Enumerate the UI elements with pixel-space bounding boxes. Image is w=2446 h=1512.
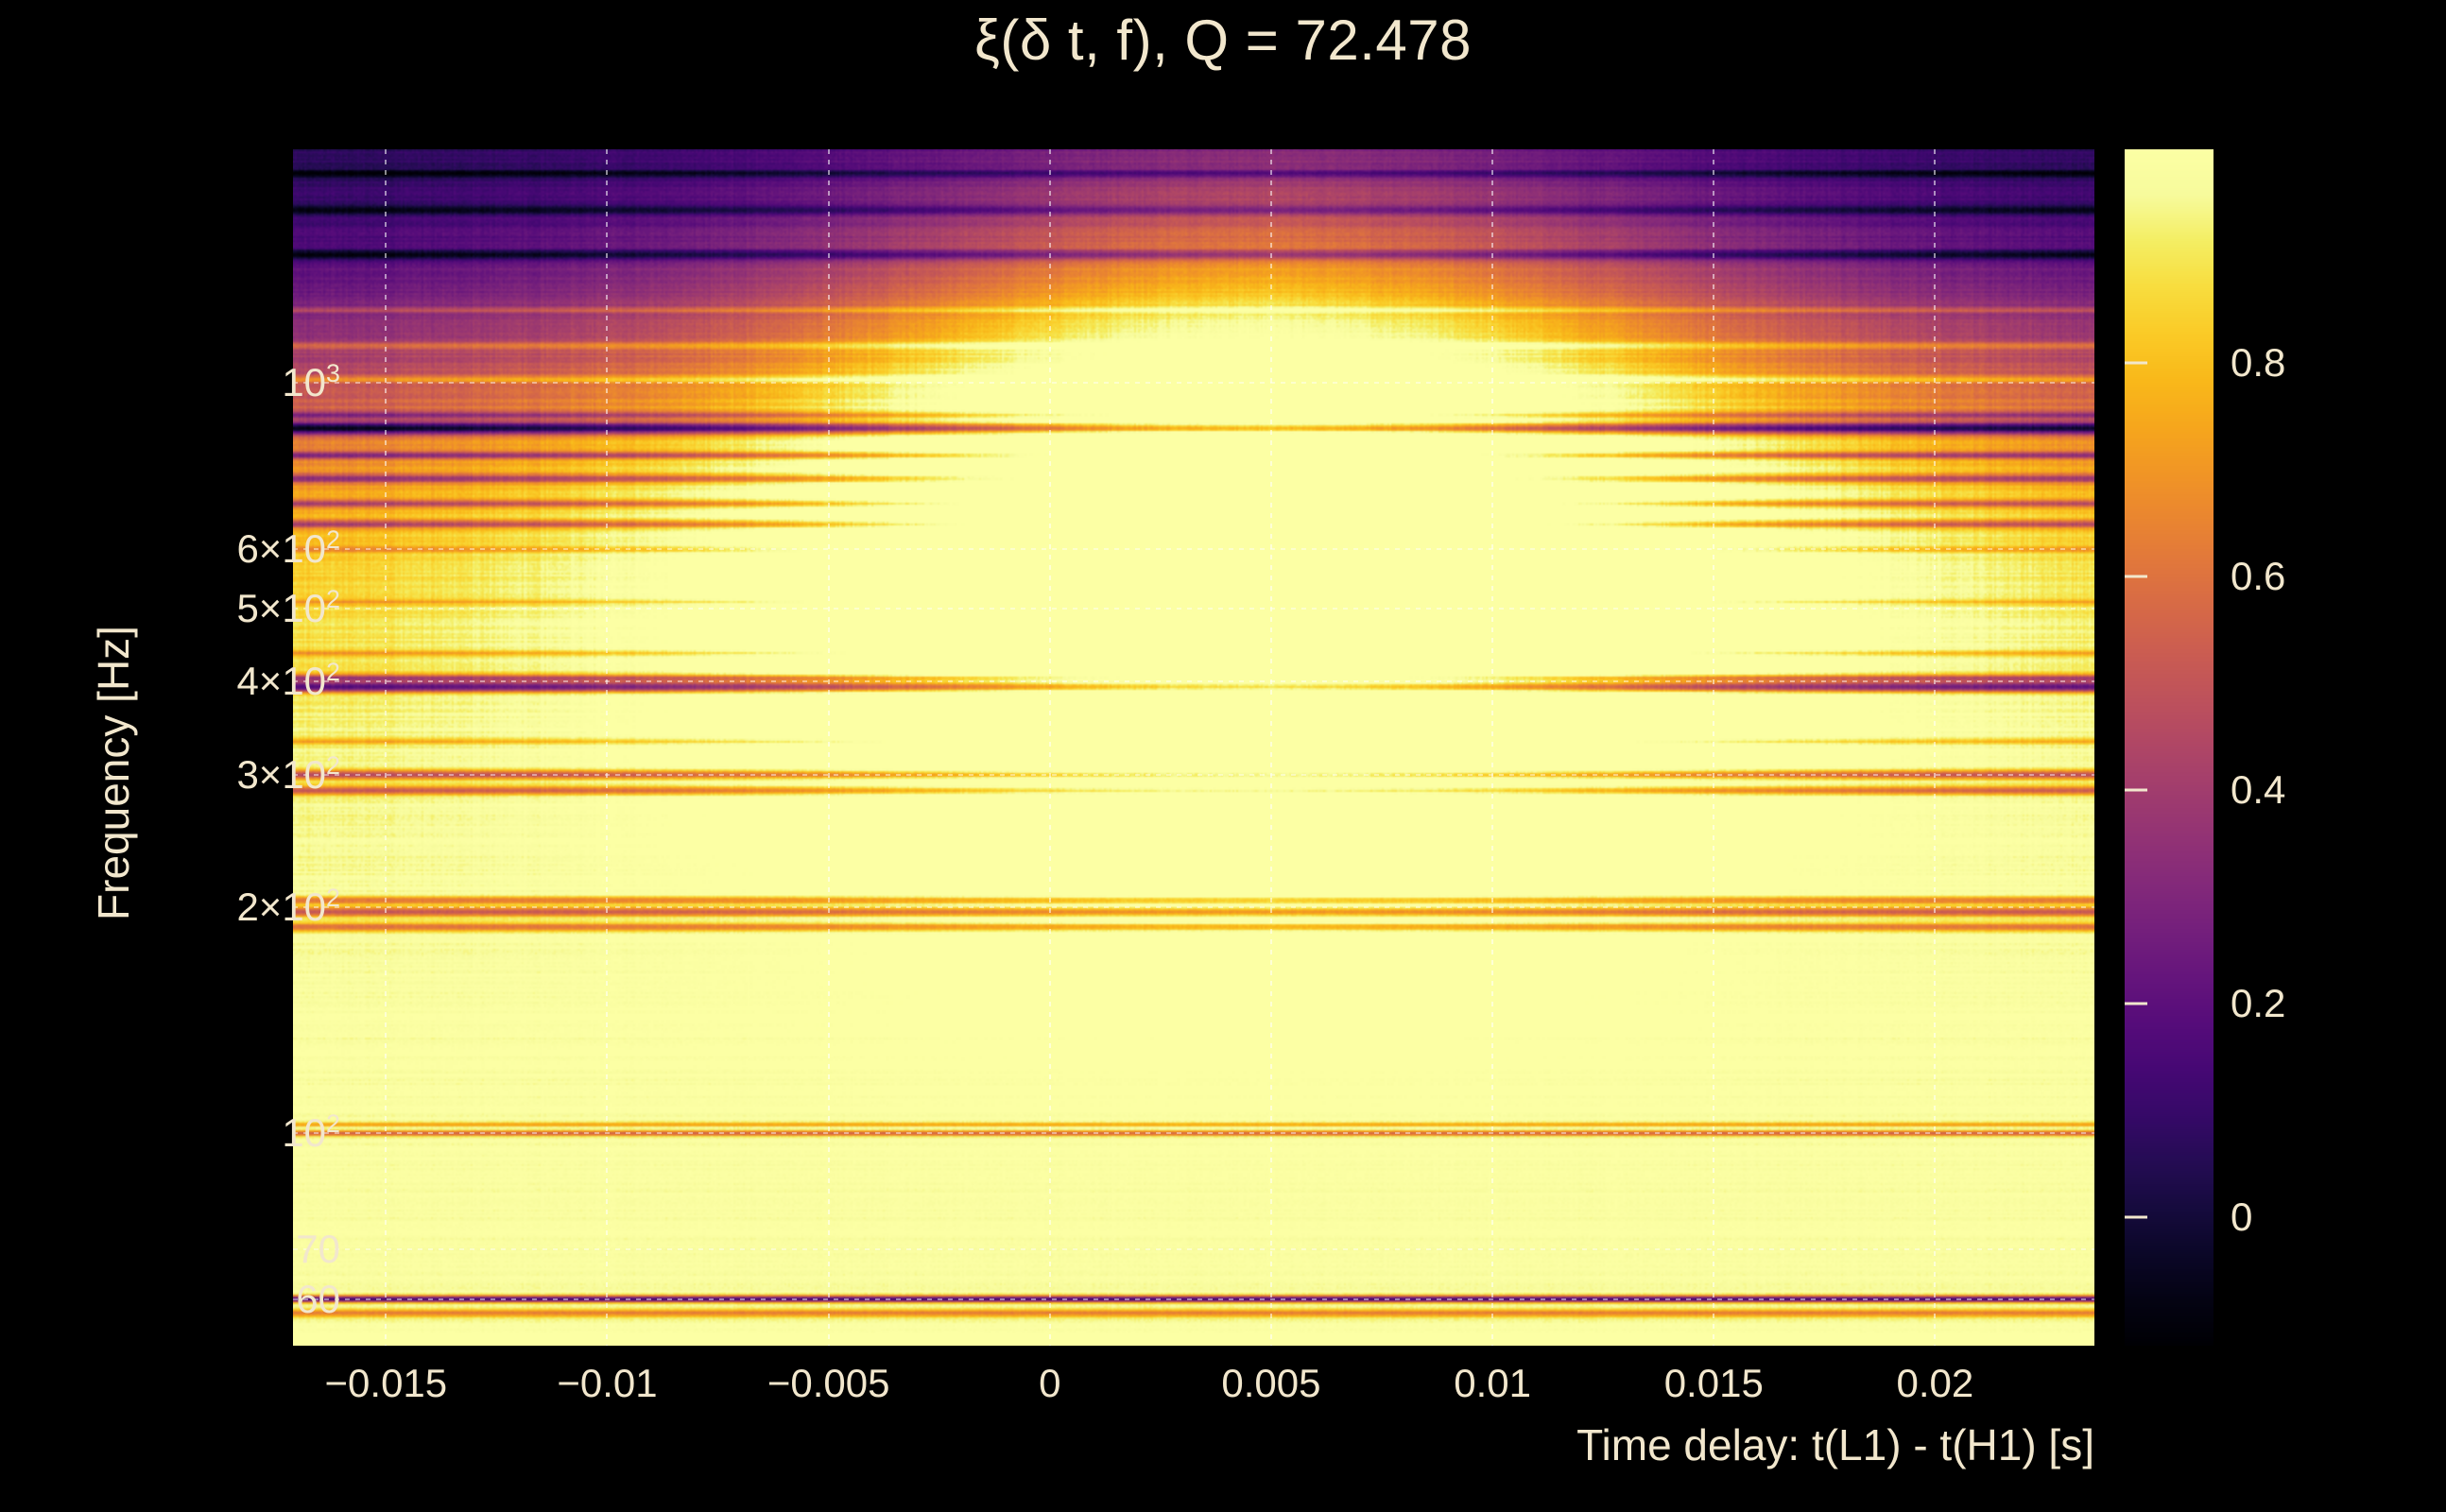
grid-line-vertical	[1491, 149, 1494, 1346]
grid-line-vertical	[1269, 149, 1272, 1346]
x-tick-label: 0.005	[1221, 1361, 1321, 1405]
y-tick-mantissa: 70	[296, 1226, 340, 1271]
x-axis-title: Time delay: t(L1) - t(H1) [s]	[1576, 1420, 2094, 1469]
colorbar-tick-mark	[2125, 1215, 2147, 1219]
y-tick-label: 4×102	[236, 659, 340, 704]
x-tick-label: −0.015	[324, 1361, 448, 1405]
x-tick-label: 0	[1039, 1361, 1061, 1405]
y-tick-label: 5×102	[236, 586, 340, 631]
colorbar-tick-label: 0	[2231, 1194, 2253, 1240]
colorbar-tick-label: 0.6	[2231, 554, 2286, 599]
y-tick-mantissa: 60	[296, 1276, 340, 1321]
y-tick-exponent: 2	[326, 657, 340, 686]
colorbar-tick-mark	[2125, 788, 2147, 792]
y-tick-label: 6×102	[236, 526, 340, 572]
y-tick-label: 2×102	[236, 885, 340, 930]
y-tick-mantissa: 5×10	[236, 585, 327, 630]
y-tick-mantissa: 10	[282, 1109, 327, 1155]
y-tick-mantissa: 2×10	[236, 884, 327, 929]
colorbar-tick-label: 0.2	[2231, 981, 2286, 1026]
grid-line-horizontal	[293, 607, 2094, 610]
heatmap-image	[293, 149, 2094, 1346]
y-tick-label: 3×102	[236, 752, 340, 798]
grid-line-horizontal	[293, 1297, 2094, 1300]
y-tick-label: 103	[282, 360, 340, 405]
grid-line-horizontal	[293, 774, 2094, 776]
grid-line-horizontal	[293, 1131, 2094, 1134]
grid-line-horizontal	[293, 679, 2094, 682]
colorbar-tick-label: 0.8	[2231, 340, 2286, 386]
y-tick-exponent: 3	[326, 359, 340, 388]
grid-line-vertical	[1713, 149, 1715, 1346]
y-tick-exponent: 2	[326, 751, 340, 780]
colorbar-tick-mark	[2125, 1002, 2147, 1005]
colorbar[interactable]	[2125, 149, 2213, 1346]
grid-line-vertical	[1934, 149, 1937, 1346]
grid-line-horizontal	[293, 382, 2094, 385]
y-tick-exponent: 2	[326, 1108, 340, 1138]
plot-title: ξ(δ t, f), Q = 72.478	[974, 9, 1472, 72]
y-tick-mantissa: 10	[282, 360, 327, 405]
grid-line-vertical	[1048, 149, 1051, 1346]
y-tick-label: 60	[296, 1277, 340, 1322]
grid-line-horizontal	[293, 548, 2094, 551]
colorbar-tick-mark	[2125, 361, 2147, 365]
x-tick-label: 0.02	[1896, 1361, 1974, 1405]
y-tick-exponent: 2	[326, 883, 340, 912]
x-tick-label: 0.01	[1454, 1361, 1531, 1405]
y-tick-exponent: 2	[326, 584, 340, 613]
grid-line-horizontal	[293, 905, 2094, 908]
y-tick-mantissa: 4×10	[236, 658, 327, 703]
grid-line-horizontal	[293, 1247, 2094, 1250]
grid-line-vertical	[606, 149, 609, 1346]
heatmap-plot-area[interactable]	[293, 149, 2094, 1346]
y-tick-label: 70	[296, 1227, 340, 1272]
y-axis-title: Frequency [Hz]	[89, 626, 138, 920]
x-tick-label: −0.01	[557, 1361, 658, 1405]
grid-line-vertical	[385, 149, 388, 1346]
y-tick-label: 102	[282, 1110, 340, 1156]
y-tick-exponent: 2	[326, 525, 340, 555]
y-tick-mantissa: 6×10	[236, 526, 327, 572]
grid-line-vertical	[827, 149, 830, 1346]
colorbar-tick-label: 0.4	[2231, 767, 2286, 813]
y-tick-mantissa: 3×10	[236, 752, 327, 797]
colorbar-tick-mark	[2125, 575, 2147, 578]
x-tick-label: −0.005	[767, 1361, 890, 1405]
x-tick-label: 0.015	[1663, 1361, 1764, 1405]
